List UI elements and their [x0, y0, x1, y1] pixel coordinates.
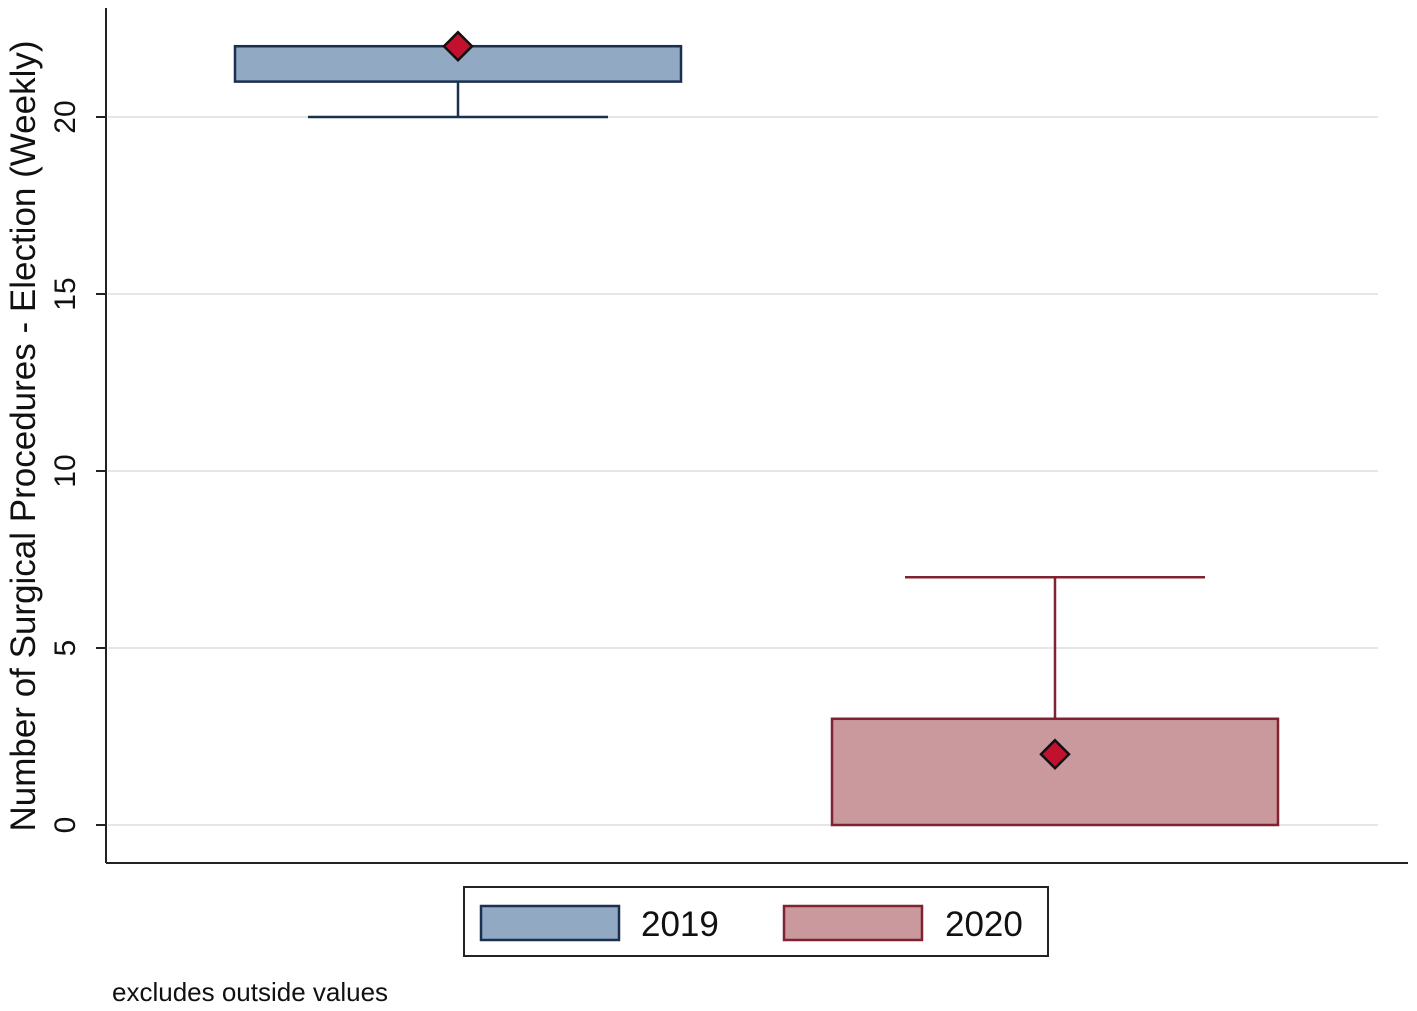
- mean-marker-2020: [1039, 738, 1071, 770]
- box-series-2020: [830, 575, 1280, 827]
- box-series-2019: [233, 30, 683, 119]
- y-axis-title: Number of Surgical Procedures - Election…: [4, 40, 43, 831]
- y-axis-ticks: 0 5 10 15 20: [49, 100, 106, 833]
- y-tick-label-5: 5: [49, 640, 82, 657]
- legend: 2019 2020: [463, 886, 1049, 957]
- legend-label-2019: 2019: [641, 905, 719, 944]
- y-tick-label-15: 15: [49, 277, 82, 310]
- chart-note: excludes outside values: [112, 977, 388, 1007]
- legend-swatch-2020: [782, 904, 924, 942]
- y-tick-label-0: 0: [49, 817, 82, 834]
- box-plot-series: [233, 30, 1280, 827]
- axes: [105, 8, 1408, 864]
- y-tick-label-10: 10: [49, 454, 82, 487]
- legend-label-2020: 2020: [945, 905, 1023, 944]
- mean-marker-2019: [442, 30, 474, 62]
- box-2020: [830, 717, 1280, 827]
- y-tick-label-20: 20: [49, 100, 82, 133]
- legend-swatch-2019: [479, 904, 621, 942]
